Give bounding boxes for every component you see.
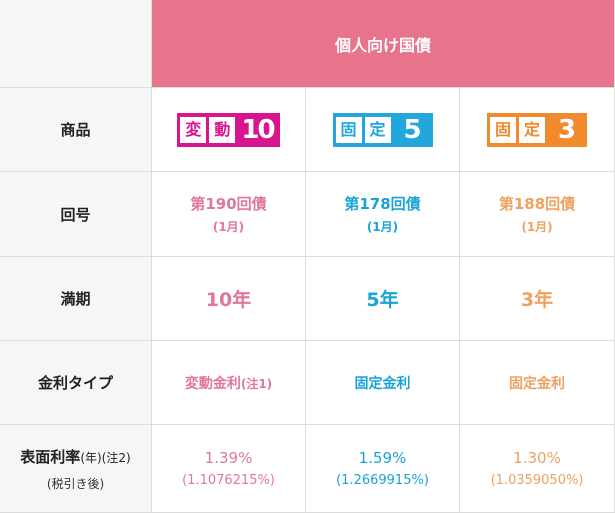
corner-cell (0, 0, 152, 88)
maturity-cell-kotei5: 5年 (306, 257, 460, 341)
badge-char: 動 (209, 116, 236, 143)
issue-cell-kotei3: 第188回債 (1月) (460, 172, 615, 257)
issue-cell-hendo10: 第190回債 (1月) (152, 172, 306, 257)
product-label: 商品 (60, 121, 91, 139)
row-label-rate: 表面利率(年)(注2) (税引き後) (0, 425, 152, 513)
rate-cell-kotei5: 1.59% (1.2669915%) (306, 425, 460, 513)
badge-number: 10 (241, 114, 275, 145)
rate-value: 1.30% (513, 449, 561, 467)
badge-char: 変 (180, 116, 207, 143)
rate-type-cell-hendo10: 変動金利(注1) (152, 341, 306, 425)
rate-after-tax: (1.0359050%) (490, 473, 584, 488)
rate-type-cell-kotei3: 固定金利 (460, 341, 615, 425)
rate-type-value: 変動金利(注1) (185, 373, 272, 393)
issue-number: 第190回債 (190, 195, 267, 213)
issue-cell-kotei5: 第178回債 (1月) (306, 172, 460, 257)
badge-number: 5 (403, 114, 421, 145)
row-label-maturity: 満期 (0, 257, 152, 341)
rate-type-value: 固定金利 (509, 375, 565, 392)
maturity-label: 満期 (60, 290, 91, 308)
maturity-cell-hendo10: 10年 (152, 257, 306, 341)
issue-month: (1月) (366, 220, 399, 234)
row-label-product: 商品 (0, 88, 152, 172)
issue-label: 回号 (60, 205, 91, 224)
issue-month: (1月) (521, 220, 553, 234)
rate-after-tax: (1.2669915%) (336, 473, 429, 488)
badge-char: 定 (364, 116, 391, 143)
hendo10-badge: 変 動 10 (177, 112, 280, 147)
rate-label-text: 表面利率 (20, 447, 81, 466)
rate-after-tax: (1.1076215%) (182, 473, 275, 488)
rate-value: 1.59% (358, 449, 407, 467)
rate-cell-kotei3: 1.30% (1.0359050%) (460, 425, 615, 513)
issue-month: (1月) (212, 220, 245, 234)
issue-number: 第188回債 (498, 195, 576, 213)
rate-label-main: 表面利率(年)(注2) (20, 446, 130, 467)
rate-type-text: 変動金利 (184, 375, 241, 392)
rate-type-note: (注1) (240, 376, 273, 391)
badge-number: 3 (557, 114, 576, 145)
maturity-value: 10年 (205, 289, 252, 311)
rate-type-cell-kotei5: 固定金利 (306, 341, 460, 425)
maturity-value: 3年 (520, 289, 554, 311)
badge-char: 定 (519, 116, 545, 143)
issue-number: 第178回債 (344, 195, 421, 213)
kotei3-badge: 固 定 3 (487, 112, 587, 147)
rate-label-sub: (税引き後) (46, 476, 105, 491)
rate-cell-hendo10: 1.39% (1.1076215%) (152, 425, 306, 513)
rate-value: 1.39% (204, 449, 253, 467)
row-label-rate-type: 金利タイプ (0, 341, 152, 425)
product-cell-hendo10: 変 動 10 (152, 88, 306, 172)
product-cell-kotei3: 固 定 3 (460, 88, 615, 172)
rate-label-suffix: (年)(注2) (80, 450, 131, 465)
row-label-issue: 回号 (0, 172, 152, 257)
table-header: 個人向け国債 (152, 0, 615, 88)
badge-char: 固 (490, 116, 516, 143)
rate-type-label: 金利タイプ (37, 374, 113, 392)
maturity-value: 5年 (366, 289, 399, 311)
header-title: 個人向け国債 (334, 35, 431, 55)
kotei5-badge: 固 定 5 (332, 112, 433, 147)
badge-char: 固 (335, 116, 362, 143)
rate-type-value: 固定金利 (354, 375, 411, 392)
maturity-cell-kotei3: 3年 (460, 257, 615, 341)
product-cell-kotei5: 固 定 5 (306, 88, 460, 172)
